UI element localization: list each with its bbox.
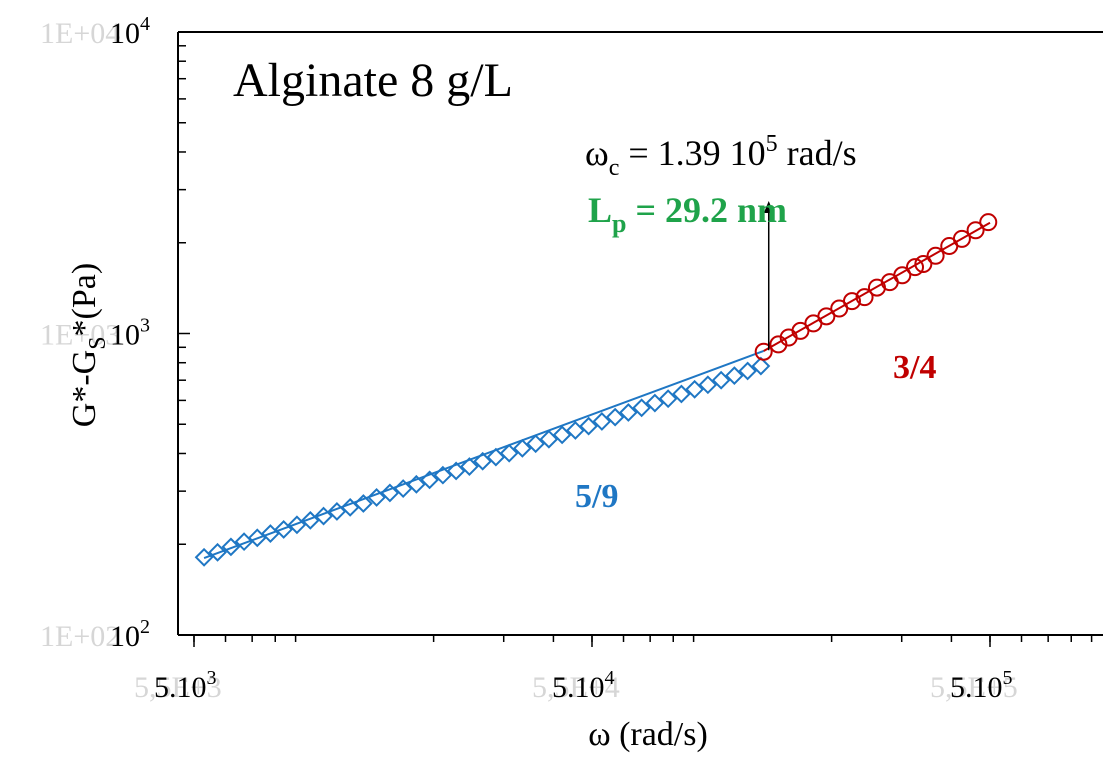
slope-label-high: 3/4 <box>893 349 936 386</box>
x-axis-label: ω (rad/s) <box>588 716 708 753</box>
data-point-circle <box>979 213 998 232</box>
y-tick-ghost-label: 1E+02 <box>40 620 120 653</box>
y-tick-label: 102 <box>110 616 150 653</box>
data-markers <box>194 213 998 567</box>
data-point-diamond <box>592 411 612 431</box>
data-point-diamond <box>287 515 307 535</box>
data-point-diamond <box>579 416 599 436</box>
y-tick-label: 103 <box>110 315 150 352</box>
data-point-diamond <box>671 384 691 404</box>
data-point-diamond <box>711 370 731 390</box>
x-tick-ghost-label: 5,5E+3 <box>134 671 222 704</box>
data-point-diamond <box>459 457 479 476</box>
data-point-diamond <box>194 547 214 567</box>
data-point-diamond <box>274 519 294 539</box>
data-point-diamond <box>724 366 744 386</box>
arrow-head <box>763 201 774 214</box>
data-point-circle <box>952 229 971 248</box>
data-point-diamond <box>420 470 440 490</box>
data-point-diamond <box>512 438 532 458</box>
data-point-diamond <box>605 407 625 427</box>
data-point-diamond <box>433 465 453 485</box>
data-point-circle <box>817 307 836 326</box>
data-point-diamond <box>698 375 718 395</box>
data-point-diamond <box>618 403 638 422</box>
data-point-diamond <box>353 494 373 513</box>
x-tick-label: 5.104 <box>552 667 615 704</box>
data-point-diamond <box>738 361 758 381</box>
data-point-circle <box>926 246 945 265</box>
axis-ticks: 5,5E+35.103 5,5E+45.104 5,5E+55.1051E+0210… <box>40 13 1093 704</box>
data-point-diamond <box>526 434 546 454</box>
data-point-diamond <box>208 542 227 562</box>
x-tick-label: 5.105 <box>950 667 1013 704</box>
y-tick-label: 104 <box>110 13 150 50</box>
fit-line <box>763 221 991 352</box>
data-point-diamond <box>565 421 585 440</box>
data-point-diamond <box>380 483 400 503</box>
y-tick-ghost-label: 1E+03 <box>40 319 120 352</box>
data-point-diamond <box>685 379 705 399</box>
data-point-diamond <box>446 461 466 481</box>
data-point-diamond <box>632 398 652 418</box>
data-point-diamond <box>367 487 387 507</box>
data-point-diamond <box>300 510 320 530</box>
x-tick-ghost-label: 5,5E+4 <box>532 671 620 704</box>
data-point-diamond <box>499 443 519 463</box>
data-point-circle <box>754 342 773 361</box>
data-point-circle <box>906 258 925 277</box>
data-point-diamond <box>406 474 426 494</box>
data-point-diamond <box>552 425 572 445</box>
data-point-circle <box>966 221 985 240</box>
chart-title: Alginate 8 g/L <box>233 54 513 107</box>
data-point-diamond <box>247 528 267 548</box>
data-point-circle <box>914 255 933 274</box>
data-point-circle <box>893 266 912 285</box>
x-tick-label: 5.103 <box>154 667 217 704</box>
data-point-diamond <box>539 429 559 449</box>
data-point-diamond <box>751 356 771 376</box>
data-point-diamond <box>314 506 333 526</box>
data-point-circle <box>842 292 861 311</box>
persistence-length-annotation: Lp = 29.2 nm <box>588 190 787 238</box>
data-point-diamond <box>645 393 665 413</box>
slope-label-low: 5/9 <box>575 478 618 515</box>
y-axis-label: G*-GS*(Pa) <box>66 263 111 427</box>
x-tick-ghost-label: 5,5E+5 <box>930 671 1018 704</box>
data-point-circle <box>855 288 874 307</box>
y-tick-ghost-label: 1E+04 <box>40 17 120 50</box>
omega-c-annotation: ωc = 1.39 105 rad/s <box>585 131 857 181</box>
data-point-diamond <box>658 389 678 409</box>
data-point-diamond <box>221 537 241 557</box>
